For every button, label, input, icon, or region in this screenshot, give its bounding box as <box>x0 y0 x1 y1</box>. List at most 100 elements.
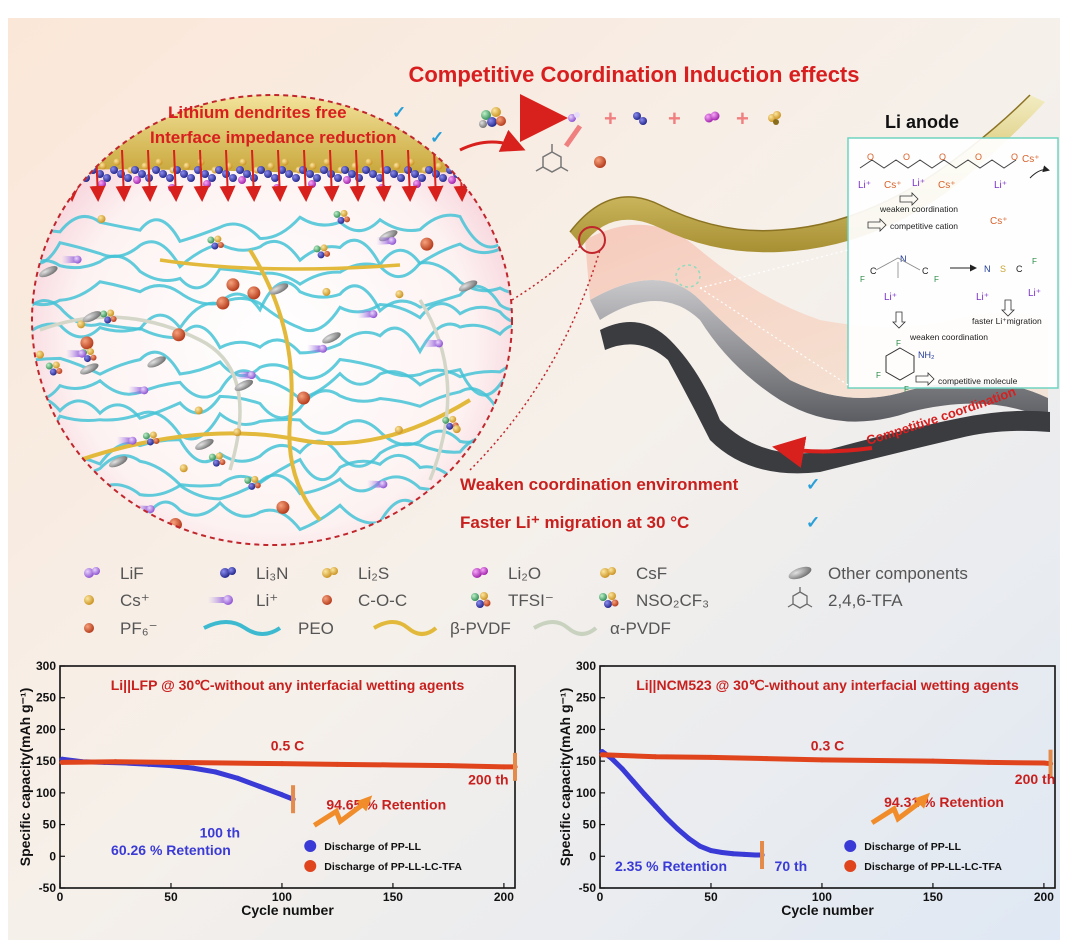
mech-hollow-arrow-5 <box>915 372 935 386</box>
peo-chain <box>32 254 512 295</box>
data-point <box>708 848 714 854</box>
data-point <box>501 764 507 770</box>
sei-li3n-particle <box>201 170 209 178</box>
coc-sphere <box>276 500 290 514</box>
sei-li3n-particle <box>341 166 349 174</box>
x-tick-label: 0 <box>57 890 64 904</box>
y-tick-label: 0 <box>49 849 56 863</box>
x-tick-label: 50 <box>704 890 718 904</box>
li-ion-trail <box>376 236 393 245</box>
li2s-product-icon <box>768 111 781 125</box>
tfsi-molecule <box>333 209 351 224</box>
sei-li2s-particle <box>141 162 149 170</box>
data-point <box>190 765 196 771</box>
other-component <box>234 379 254 391</box>
sei-li3n-particle <box>152 166 160 174</box>
plus-sign-1: + <box>604 106 617 131</box>
x-tick-label: 200 <box>1034 890 1054 904</box>
coc-sphere <box>297 391 311 405</box>
zigzag-arrow <box>870 798 924 825</box>
x-tick-label: 150 <box>383 890 403 904</box>
y-tick-label: 250 <box>576 691 596 705</box>
peo-chain <box>32 322 512 355</box>
y-tick-label: 50 <box>43 818 57 832</box>
legend-item: β-PVDF <box>372 619 511 638</box>
cycle-end-marker <box>291 785 296 814</box>
x-axis-label: Cycle number <box>781 902 874 918</box>
legend-series-label: Discharge of PP-LL <box>324 841 421 853</box>
li-ion-trail <box>423 339 440 348</box>
sei-li3n-particle <box>285 170 293 178</box>
sei-li3n-particle <box>124 174 132 182</box>
sei-li3n-particle <box>131 166 139 174</box>
legend-label: C-O-C <box>358 591 407 610</box>
y-tick-label: -50 <box>39 881 57 895</box>
data-point <box>819 757 825 763</box>
data-point <box>59 759 65 765</box>
data-point <box>741 851 747 857</box>
y-tick-label: 150 <box>576 754 596 768</box>
annotation-label: 200 th <box>468 772 508 788</box>
other-component <box>147 356 166 368</box>
y-tick-label: 150 <box>36 754 56 768</box>
annotation-label: 100 th <box>200 824 240 840</box>
sei-li2s-particle <box>323 158 331 166</box>
legend-label: Cs⁺ <box>120 591 150 610</box>
x-tick-label: 0 <box>597 890 604 904</box>
li3n-product-icon <box>633 112 647 125</box>
sei-li3n-particle <box>320 166 328 174</box>
data-point <box>279 761 285 767</box>
li-flux-arrows <box>63 149 470 202</box>
sei-li2s-particle <box>435 162 443 170</box>
data-point <box>112 759 118 765</box>
mech-s-1: S <box>1000 264 1006 274</box>
tfsi-reactant-icon <box>479 107 506 128</box>
rate-label: 0.5 C <box>271 737 304 753</box>
sei-li2o-particle <box>133 176 141 184</box>
mech-exit-arrow <box>1029 165 1050 179</box>
li-ion <box>128 436 137 445</box>
sei-li3n-particle <box>208 174 216 182</box>
sei-li3n-particle <box>334 174 342 182</box>
mech-li-6: Li⁺ <box>976 292 989 303</box>
data-point <box>223 760 229 766</box>
mech-li-5: Li⁺ <box>1028 288 1041 299</box>
mech-li-3: Li⁺ <box>994 180 1007 191</box>
legend-marker <box>304 860 317 872</box>
mech-f-1: F <box>860 275 865 284</box>
y-tick-label: 50 <box>583 818 597 832</box>
legend-label: Other components <box>828 564 968 583</box>
sei-li3n-particle <box>411 170 419 178</box>
cycle-end-marker <box>760 841 765 870</box>
li3n-cluster-icon <box>220 567 236 578</box>
other-component <box>39 266 58 278</box>
peo-chain <box>32 367 512 401</box>
mech-c-1: C <box>870 266 877 276</box>
decomposition-reaction: + + + <box>459 94 781 173</box>
sei-li3n-particle <box>159 170 167 178</box>
zoom-line-lower <box>469 249 601 471</box>
coordination-mechanism-box: O O O O O Cs⁺ Li⁺ Cs⁺ Li⁺ Cs⁺ Li⁺ weaken… <box>699 137 1059 394</box>
y-tick-label: 100 <box>576 786 596 800</box>
legend-label: NSO₂CF₃ <box>636 591 709 610</box>
mech-cs-2: Cs⁺ <box>938 180 956 191</box>
x-tick-label: 100 <box>272 890 292 904</box>
mech-li-1: Li⁺ <box>858 180 871 191</box>
y-axis-label: Specific capacity(mAh g⁻¹) <box>17 688 33 867</box>
cs-ion <box>77 320 86 329</box>
sei-li3n-particle <box>271 174 279 182</box>
benefit-check-1: ✓ <box>392 103 406 122</box>
rate-label: 0.3 C <box>811 737 844 753</box>
legend-marker <box>304 840 317 852</box>
sei-li2o-particle <box>343 176 351 184</box>
data-point <box>719 849 725 855</box>
claim-weaken-coordination: Weaken coordination environment <box>460 475 739 494</box>
zoom-origin-circle <box>578 226 606 254</box>
li-flux-arrow <box>427 149 444 202</box>
li-flux-arrow <box>193 149 210 202</box>
sei-li2s-particle <box>155 158 163 166</box>
legend-marker <box>844 860 857 872</box>
coc-sphere <box>226 278 240 292</box>
peo-chain <box>32 410 512 447</box>
